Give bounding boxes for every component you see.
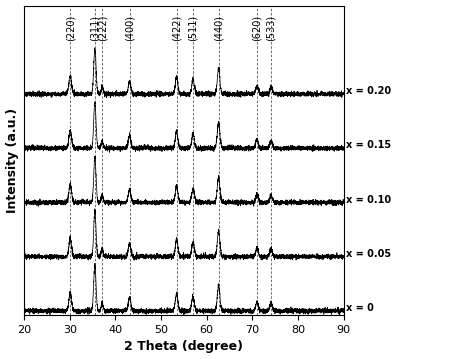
Text: x = 0.05: x = 0.05 [346, 249, 391, 259]
Text: (533): (533) [266, 15, 276, 41]
Text: x = 0.20: x = 0.20 [346, 86, 391, 96]
Text: (511): (511) [188, 15, 198, 41]
Y-axis label: Intensity (a.u.): Intensity (a.u.) [5, 108, 18, 213]
Text: (422): (422) [171, 15, 182, 41]
Text: (220): (220) [65, 15, 75, 41]
Text: x = 0.15: x = 0.15 [346, 140, 391, 150]
X-axis label: 2 Theta (degree): 2 Theta (degree) [124, 340, 244, 354]
Text: x = 0: x = 0 [346, 303, 374, 313]
Text: (620): (620) [252, 15, 262, 41]
Text: x = 0.10: x = 0.10 [346, 195, 391, 205]
Text: (400): (400) [124, 15, 134, 41]
Text: (222): (222) [97, 15, 107, 41]
Text: (440): (440) [214, 15, 224, 41]
Text: (311): (311) [90, 15, 100, 41]
